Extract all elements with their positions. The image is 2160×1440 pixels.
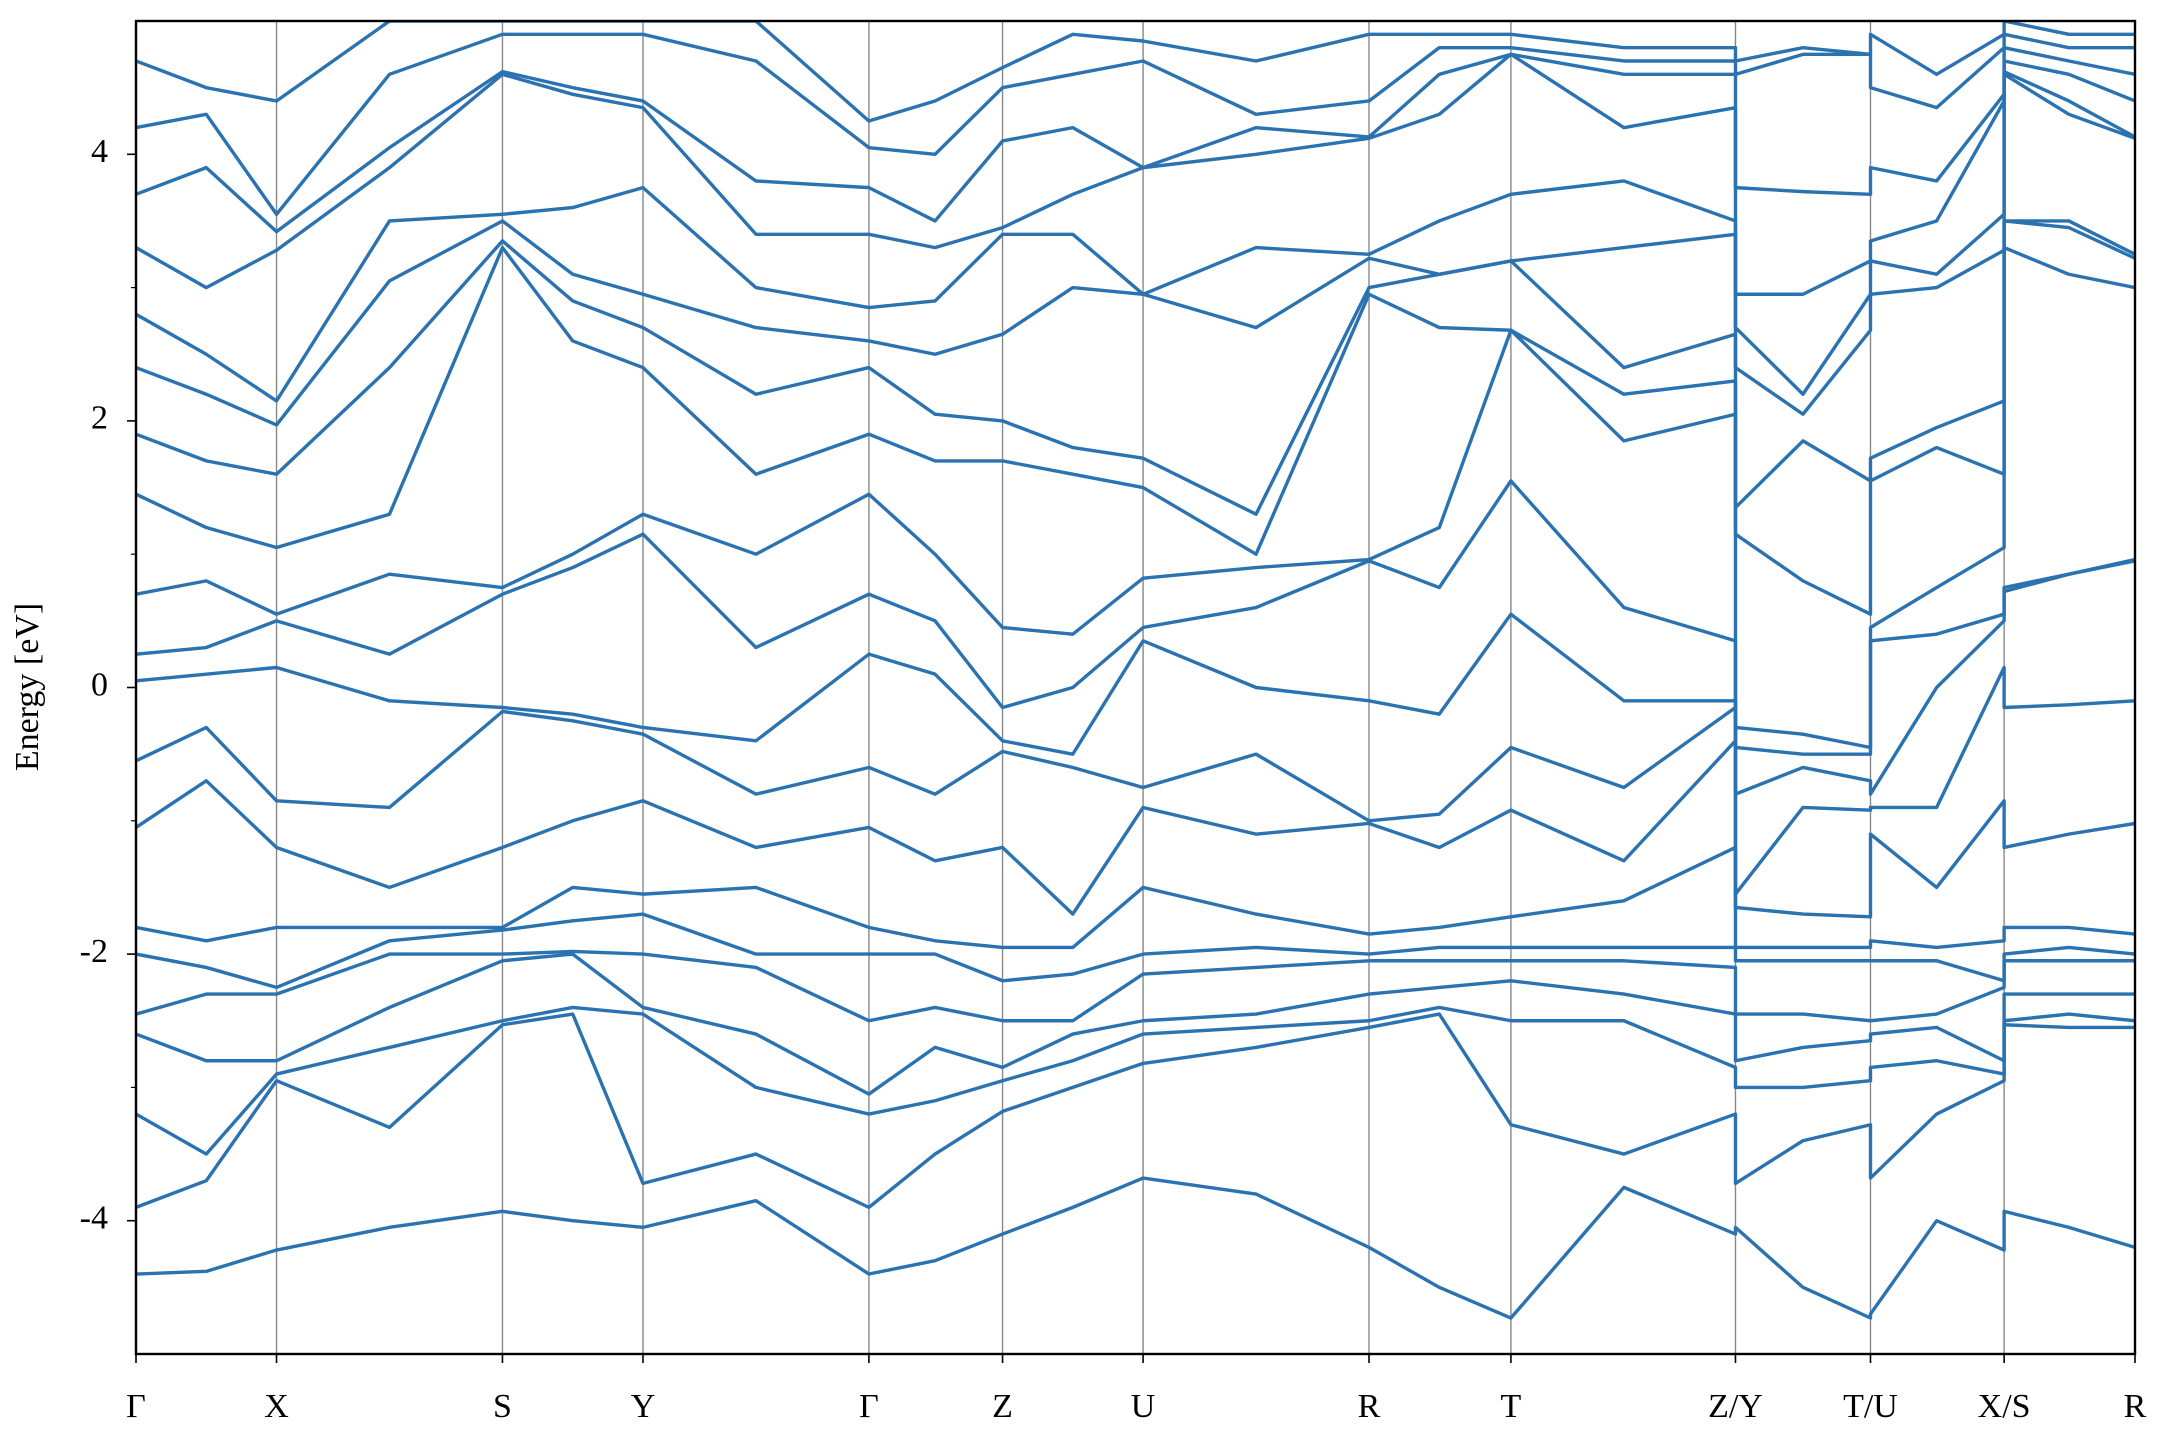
band-line [136,32,2135,216]
band-line [136,1176,2135,1320]
y-tick-label: 0 [91,666,108,703]
x-tick-label: Γ [126,1388,146,1425]
x-tick-label: Z [992,1388,1013,1425]
band-line [136,845,2135,950]
band-line [136,21,2135,123]
x-tick-label: R [2124,1388,2147,1425]
band-line [136,952,2135,1096]
band-line [136,949,2135,1023]
x-tick-label: Γ [859,1388,879,1425]
band-line [136,219,2135,516]
y-tick-label: 2 [91,400,108,437]
band-line [136,559,2135,796]
plot-frame [134,19,2137,1356]
band-line [136,45,2135,234]
x-tick-label: R [1358,1388,1381,1425]
band-line [136,1012,2135,1210]
band-line [136,219,2135,616]
x-tick-label: T/U [1843,1388,1898,1425]
band-line [136,69,2135,403]
y-tick-label: -4 [80,1199,108,1236]
bands [136,21,2135,1320]
y-axis-label: Energy [eV] [9,603,46,771]
band-line [136,1005,2135,1156]
axes: Γ X S Y Γ Z U R T Z/Y T/U X/S R -4 -2 0 2 4 [80,19,2147,1425]
band-line [136,52,2135,296]
band-line [136,912,2135,990]
x-tick-label: Z/Y [1708,1388,1763,1425]
y-tick-label: -2 [80,933,108,970]
x-tick-label: X/S [1978,1388,2031,1425]
band-line [136,72,2135,427]
x-tick-label: X [264,1388,289,1425]
y-tick-label: 4 [91,133,108,170]
band-line [136,739,2135,919]
band-line [136,479,2135,756]
x-tick-label: Y [631,1388,656,1425]
x-tick-label: S [493,1388,512,1425]
band-line [136,665,2135,896]
band-line [136,245,2135,750]
x-tick-label: T [1501,1388,1522,1425]
x-tick-label: U [1131,1388,1156,1425]
